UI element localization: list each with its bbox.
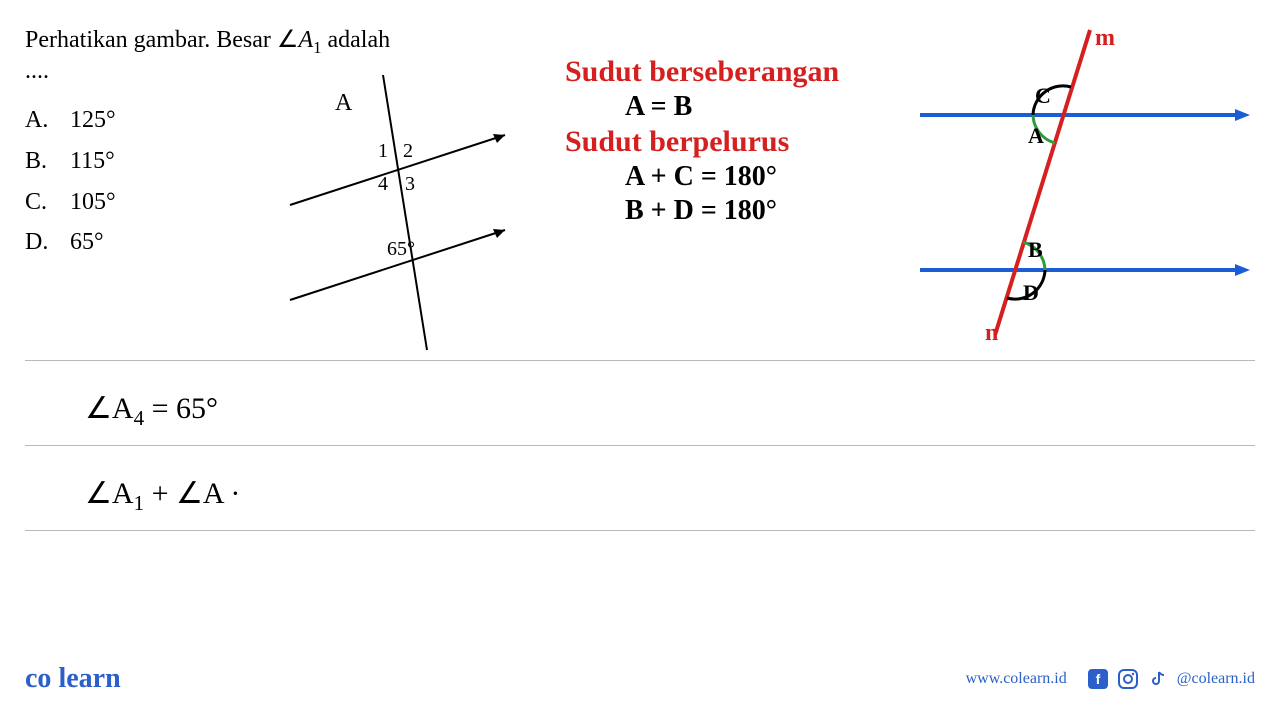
annotation-formula-3: B + D = 180°: [625, 195, 945, 227]
option-b: B. 115°: [25, 141, 116, 182]
facebook-icon: f: [1087, 668, 1109, 690]
svg-text:D: D: [1023, 280, 1039, 305]
svg-text:m: m: [1095, 25, 1115, 51]
footer: co learn www.colearn.id f @colearn.id: [25, 663, 1255, 695]
svg-text:4: 4: [378, 173, 388, 195]
answer-options: A. 125° B. 115° C. 105° D. 65°: [25, 100, 116, 263]
annotations-block: Sudut berseberangan A = B Sudut berpelur…: [565, 55, 945, 229]
svg-text:2: 2: [403, 140, 413, 162]
social-handle: @colearn.id: [1177, 670, 1255, 688]
website-url: www.colearn.id: [966, 670, 1067, 688]
brand-logo: co learn: [25, 663, 121, 695]
svg-text:A: A: [1028, 123, 1044, 148]
option-a: A. 125°: [25, 100, 116, 141]
annotation-heading-1: Sudut berseberangan: [565, 55, 945, 89]
footer-right: www.colearn.id f @colearn.id: [966, 668, 1255, 690]
svg-text:B: B: [1028, 237, 1043, 262]
worksheet-lines: ∠A4 = 65° ∠A1 + ∠A ·: [25, 360, 1255, 615]
annotation-formula-2: A + C = 180°: [625, 161, 945, 193]
social-icons: f @colearn.id: [1087, 668, 1255, 690]
option-c: C. 105°: [25, 182, 116, 223]
question-diagram: A 1 2 3 4 65°: [275, 65, 525, 345]
diagram1-label-A: A: [335, 90, 353, 116]
svg-text:n: n: [985, 320, 998, 345]
annotation-formula-1: A = B: [625, 91, 945, 123]
svg-text:1: 1: [378, 140, 388, 162]
tiktok-icon: [1147, 668, 1169, 690]
svg-text:65°: 65°: [387, 238, 415, 260]
instagram-icon: [1117, 668, 1139, 690]
svg-text:C: C: [1035, 83, 1051, 108]
handwritten-line-2: ∠A1 + ∠A ·: [85, 476, 240, 516]
handwritten-line-1: ∠A4 = 65°: [85, 391, 218, 431]
svg-text:f: f: [1095, 671, 1100, 687]
svg-text:3: 3: [405, 173, 415, 195]
option-d: D. 65°: [25, 222, 116, 263]
annotation-heading-2: Sudut berpelurus: [565, 125, 945, 159]
explanation-diagram: m n C A B D: [915, 25, 1255, 345]
